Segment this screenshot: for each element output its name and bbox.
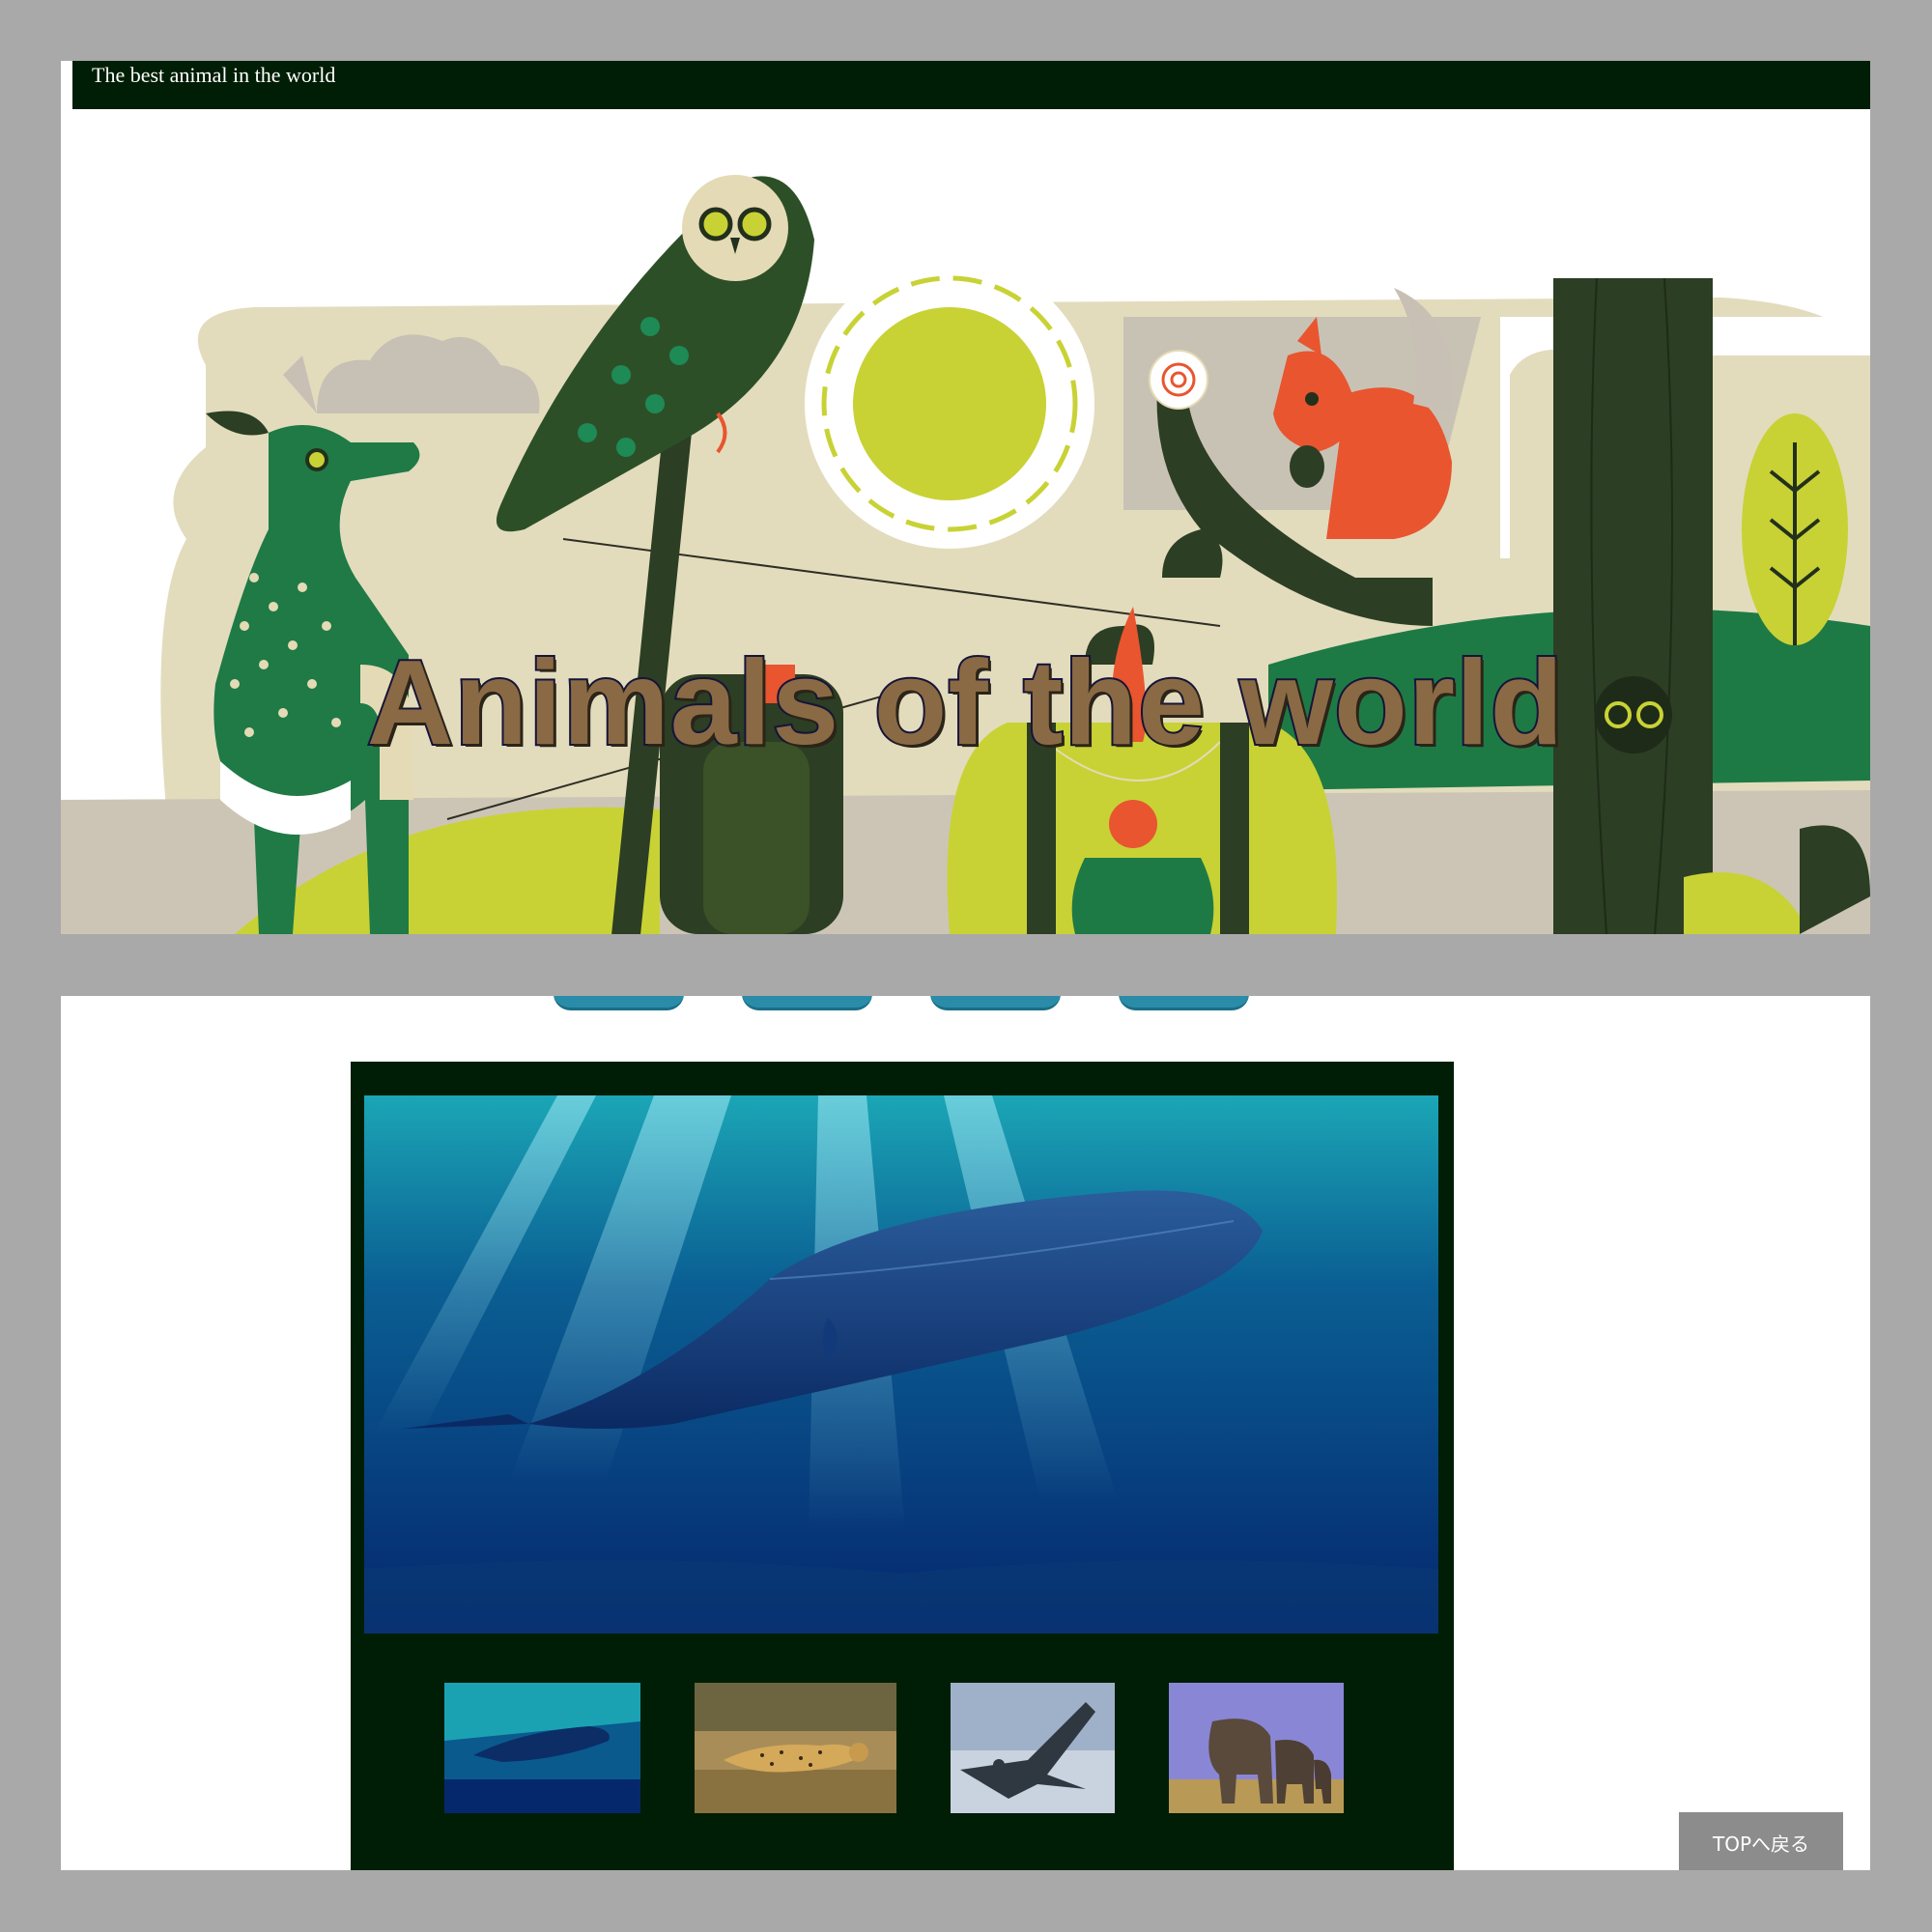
hero-title: Animals of the world <box>365 637 1565 770</box>
bottom-panel: TOPへ戻る <box>61 996 1870 1870</box>
main-image-whale <box>364 1095 1438 1634</box>
squirrel <box>1149 288 1454 626</box>
nav-tab-2[interactable] <box>742 996 872 1010</box>
header-bar: The best animal in the world <box>72 61 1870 109</box>
yellow-hill <box>235 807 660 934</box>
thumbnail-falcon[interactable] <box>951 1683 1115 1813</box>
nav-tab-3[interactable] <box>930 996 1061 1010</box>
owl <box>496 175 814 934</box>
hero-illustration <box>61 175 1870 934</box>
deer <box>206 355 420 934</box>
sun <box>805 259 1094 549</box>
person <box>660 529 1338 934</box>
nav-tab-4[interactable] <box>1119 996 1249 1010</box>
site-tagline: The best animal in the world <box>92 63 336 87</box>
thumbnail-elephants[interactable] <box>1169 1683 1344 1813</box>
tree <box>1553 277 1870 934</box>
thumbnail-cheetah[interactable] <box>695 1683 896 1813</box>
top-panel: The best animal in the world <box>61 61 1870 934</box>
hero-banner: Animals of the world <box>61 124 1870 934</box>
back-to-top-button[interactable]: TOPへ戻る <box>1679 1812 1843 1870</box>
thumbnail-whale[interactable] <box>444 1683 640 1813</box>
image-gallery <box>351 1062 1454 1870</box>
nav-tab-1[interactable] <box>554 996 684 1010</box>
